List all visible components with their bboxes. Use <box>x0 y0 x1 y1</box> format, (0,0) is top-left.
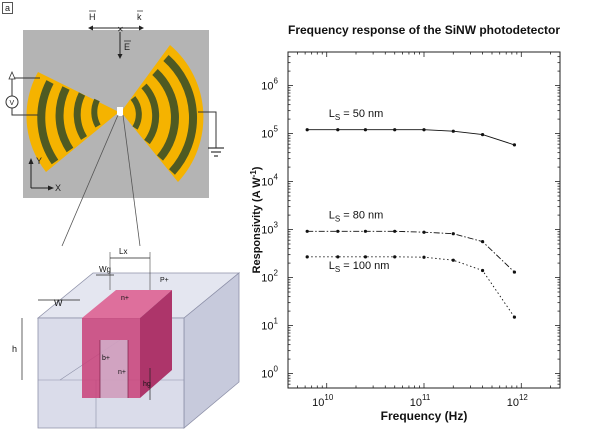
series-point <box>305 229 309 233</box>
series-point <box>363 255 368 259</box>
y-tick-label: 105 <box>261 125 278 141</box>
sinw-top <box>82 290 172 318</box>
series-label-3: LS = 100 nm <box>329 260 390 274</box>
series-labels: LS = 50 nm LS = 80 nm LS = 100 nm <box>329 108 390 274</box>
series-point <box>480 268 485 273</box>
series-point <box>363 229 368 233</box>
frequency-response-chart: Frequency response of the SiNW photodete… <box>249 23 561 423</box>
xy-axes: Y X <box>28 156 61 193</box>
panel-label: a <box>2 2 14 14</box>
series-point <box>480 240 485 244</box>
series-point <box>451 129 455 133</box>
series-point <box>393 255 397 259</box>
voltmeter-circuit: V <box>5 70 224 157</box>
y-axis-label-main: Responsivity (A W <box>251 177 263 274</box>
y-tick-label: 106 <box>261 77 278 93</box>
series-point <box>363 128 368 132</box>
series-layer <box>305 128 517 319</box>
label-wg: Wg <box>99 265 111 274</box>
x-tick-label: 1011 <box>410 393 431 409</box>
series-point <box>512 143 517 147</box>
y-axis-label-exp: -1 <box>249 170 258 178</box>
series-point <box>393 229 397 233</box>
antenna-left-half <box>26 72 119 172</box>
e-arrow-head <box>117 54 123 59</box>
wave-origin-icon: ✕ <box>117 25 124 34</box>
device-illustration: a ✕ H <box>0 0 241 433</box>
field-h-label: H <box>89 12 96 22</box>
y-tick-label: 103 <box>261 221 278 237</box>
zoom-line-right <box>122 114 141 247</box>
antenna-right-ring <box>163 55 197 175</box>
label-hg: hg <box>143 381 151 388</box>
antenna-left-ring <box>37 80 59 165</box>
region-n-top: n+ <box>121 295 129 302</box>
axis-ticks: 100 101 102 103 104 105 106 1010 1011 1012 <box>261 51 560 409</box>
antenna-right-ring <box>152 69 179 161</box>
series-point <box>422 230 426 234</box>
y-tick-label: 100 <box>261 365 278 381</box>
series-label-2: LS = 80 nm <box>329 209 384 223</box>
x-tick-label: 1010 <box>312 393 334 409</box>
y-tick-label: 101 <box>261 317 278 333</box>
series-line-1 <box>307 129 515 146</box>
voltmeter-arrow <box>8 70 16 80</box>
antenna-gap <box>117 107 123 116</box>
y-tick-label: 102 <box>261 269 278 285</box>
antenna-left-ring <box>91 98 101 128</box>
series-line-2 <box>307 230 515 273</box>
series-point <box>451 232 455 236</box>
series-point <box>512 270 517 274</box>
axis-y-label: Y <box>36 156 42 166</box>
field-e-label: E <box>124 42 130 52</box>
x-tick-label: 1012 <box>507 393 529 409</box>
device-schematic: ✕ H k E V Y X <box>5 10 241 429</box>
series-point <box>336 128 340 132</box>
voltmeter-icon <box>5 95 19 109</box>
y-axis-label-end: ) <box>251 166 263 170</box>
x-axis-label: Frequency (Hz) <box>381 409 468 423</box>
h-arrow-head <box>88 25 93 31</box>
chart-title: Frequency response of the SiNW photodete… <box>288 23 560 37</box>
zoom-line-left <box>61 114 119 247</box>
label-lx: Lx <box>119 247 127 256</box>
region-n-bottom: n+ <box>118 369 126 376</box>
k-arrow-head <box>139 25 144 31</box>
antenna-right-half <box>121 45 204 182</box>
axis-x-label: X <box>55 183 61 193</box>
sinw-side <box>140 290 172 398</box>
antenna-left-ring <box>73 92 88 140</box>
region-p-top: P+ <box>160 277 169 284</box>
series-point <box>305 255 309 259</box>
region-b: b+ <box>102 355 110 362</box>
antenna-right-ring <box>141 83 160 145</box>
series-line-3 <box>307 256 515 318</box>
series-point <box>451 258 455 262</box>
device-3d: W Lx Wg h hg n+ P+ b+ n+ <box>12 247 241 429</box>
series-point <box>480 133 485 137</box>
series-point <box>336 255 340 259</box>
label-w: W <box>54 298 63 308</box>
gate-gap <box>100 340 128 398</box>
antenna-left-ring <box>55 86 74 153</box>
series-point <box>305 128 309 132</box>
antenna-right-ring <box>130 96 142 130</box>
series-point <box>336 229 340 233</box>
series-point <box>393 128 397 132</box>
series-point <box>422 255 426 259</box>
label-h: h <box>12 344 17 354</box>
series-point <box>422 128 426 132</box>
series-point <box>512 315 517 319</box>
voltmeter-label: V <box>10 100 15 107</box>
field-arrows: ✕ H k E <box>88 10 144 59</box>
y-tick-label: 104 <box>261 173 278 189</box>
series-label-1: LS = 50 nm <box>329 108 384 122</box>
field-k-label: k <box>137 12 142 22</box>
y-axis-label: Responsivity (A W-1) <box>249 166 263 273</box>
